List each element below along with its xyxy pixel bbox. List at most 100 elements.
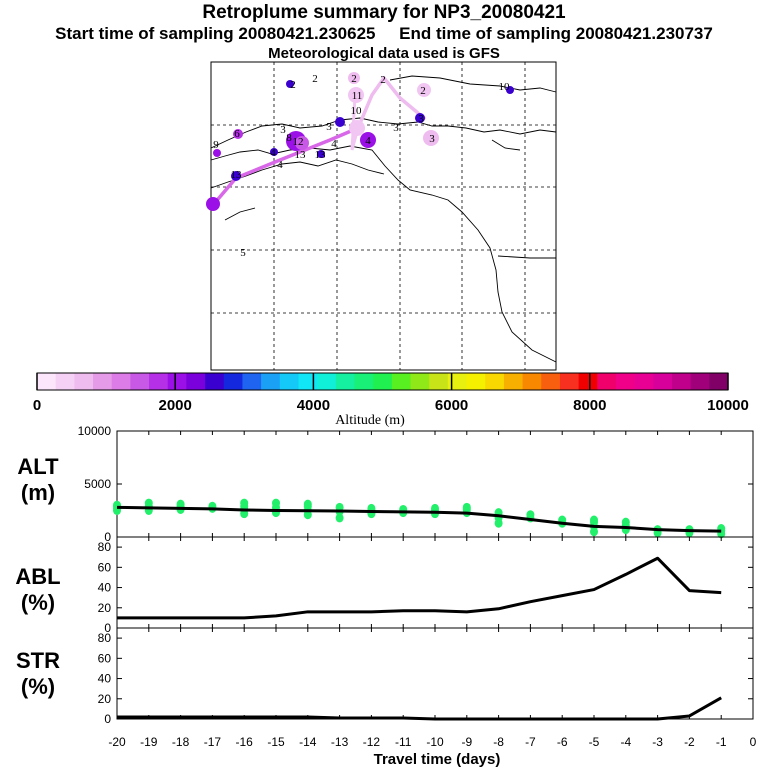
x-tick-label: -6 (557, 735, 568, 749)
abl-axis: 0 20 40 60 80 (98, 537, 754, 635)
colorbar-cell (317, 373, 337, 390)
trajectory-point (348, 87, 364, 103)
colorbar-cell (205, 373, 225, 390)
x-tick-label: -13 (331, 735, 349, 749)
colorbar-cell (298, 373, 318, 390)
colorbar-cell (130, 373, 150, 390)
trajectory-day-label: 13 (231, 169, 243, 181)
trajectory-points (206, 72, 514, 211)
y-tick-label: 20 (98, 692, 112, 706)
x-axis-ticks: -20 -19 -18 -17 -16 -15 -14 -13 -12 -11 -10 -9 -8 -7-… (108, 735, 756, 749)
trajectory-point (206, 197, 220, 211)
colorbar-label: Altitude (m) (335, 413, 405, 428)
y-tick-label: 80 (98, 540, 112, 554)
trajectory-day-label: 13 (295, 149, 307, 161)
colorbar-cell (93, 373, 113, 390)
trajectory-day-label: 3 (418, 113, 424, 125)
colorbar-cell (447, 373, 468, 390)
x-tick-label: -10 (426, 735, 444, 749)
alt-scatter-point (303, 499, 312, 509)
colorbar-cell (186, 373, 206, 390)
trajectory-day-label: 8 (286, 132, 292, 144)
x-tick-label: -11 (395, 735, 412, 749)
alt-panel: ALT (m) 0 5000 10000 (17, 424, 754, 544)
colorbar-tick-label: 8000 (573, 397, 606, 414)
alt-title: ALT (17, 454, 59, 479)
str-frame (116, 627, 754, 720)
colorbar-tick-label: 4000 (297, 397, 330, 414)
abl-title: ABL (15, 564, 60, 589)
trajectory-point (349, 120, 365, 136)
trajectory-day-label: 2 (351, 73, 357, 85)
alt-scatter-point (144, 498, 153, 508)
trajectory-day-label: 5 (240, 247, 246, 259)
trajectory-point (360, 132, 376, 148)
colorbar-cell (615, 373, 636, 390)
trajectory-day-label: 3 (393, 122, 399, 134)
trajectory-point (417, 83, 431, 97)
colorbar-cell (578, 373, 598, 390)
colorbar-cell (391, 373, 412, 390)
trajectory-day-label: 9 (213, 139, 219, 151)
colorbar-cell (410, 373, 430, 390)
x-tick-label: -16 (236, 735, 254, 749)
colorbar-cell (335, 373, 355, 390)
trajectory-day-label: 10 (351, 105, 363, 117)
abl-frame (116, 536, 754, 629)
x-tick-label: -19 (140, 735, 158, 749)
y-tick-label: 0 (104, 712, 111, 726)
trajectory-point (286, 80, 294, 88)
alt-scatter-point (621, 517, 630, 527)
alt-scatter-point (462, 502, 471, 512)
colorbar-cell (466, 373, 486, 390)
abl-series (116, 556, 722, 620)
trajectory-day-label: 10 (499, 81, 511, 93)
start-time-label: Start time of sampling 20080421.230625 (55, 24, 376, 43)
x-axis-label: Travel time (days) (374, 751, 501, 768)
abl-line (117, 556, 722, 620)
sampling-times: Start time of sampling 20080421.230625 E… (0, 24, 768, 44)
alt-scatter-point (431, 503, 439, 513)
alt-scatter-points (113, 498, 726, 539)
y-tick-label: 20 (98, 601, 112, 615)
x-tick-label: -3 (652, 735, 663, 749)
colorbar-cell (111, 373, 131, 390)
str-axis: 0 20 40 60 80 (98, 628, 754, 726)
trajectory-point (213, 149, 221, 157)
y-tick-label: 80 (98, 631, 112, 645)
colorbar-cell (559, 373, 580, 390)
x-tick-label: -7 (525, 735, 536, 749)
colorbar-cell (485, 373, 505, 390)
colorbar-cell (671, 373, 692, 390)
trajectory-point (317, 150, 325, 158)
end-time-label: End time of sampling 20080421.230737 (399, 24, 713, 43)
alt-frame (116, 430, 754, 538)
colorbar-tick-label: 0 (33, 397, 41, 414)
trajectory-day-label: 4 (331, 138, 337, 150)
alt-scatter-point (176, 499, 185, 509)
x-tick-label: -8 (493, 735, 504, 749)
trajectory-day-label: 12 (293, 136, 304, 148)
trajectory-day-label: 2 (312, 73, 318, 85)
altitude-colorbar: 0 2000 4000 6000 8000 10000 Altitude (m) (33, 372, 749, 428)
trajectory-day-label: 6 (234, 128, 240, 140)
trajectory-path (356, 76, 386, 130)
met-data-label: Meteorological data used is GFS (268, 45, 500, 62)
colorbar-cell (429, 373, 449, 390)
str-unit: (%) (21, 674, 55, 699)
alt-scatter-point (590, 515, 598, 525)
colorbar-cell (279, 373, 299, 390)
trajectory-day-label: 2 (290, 79, 296, 91)
x-tick-label: 0 (750, 735, 757, 749)
colorbar-cell (223, 373, 243, 390)
abl-unit: (%) (21, 590, 55, 615)
colorbar-cell (37, 373, 57, 390)
y-tick-label: 0 (104, 621, 111, 635)
trajectory-point (270, 148, 278, 156)
colorbar-cell (653, 373, 673, 390)
trajectory-point (415, 113, 425, 123)
colorbar-cell (503, 373, 524, 390)
